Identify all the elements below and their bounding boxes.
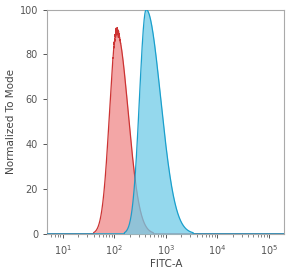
X-axis label: FITC-A: FITC-A bbox=[150, 259, 182, 270]
Y-axis label: Normalized To Mode: Normalized To Mode bbox=[6, 69, 16, 174]
